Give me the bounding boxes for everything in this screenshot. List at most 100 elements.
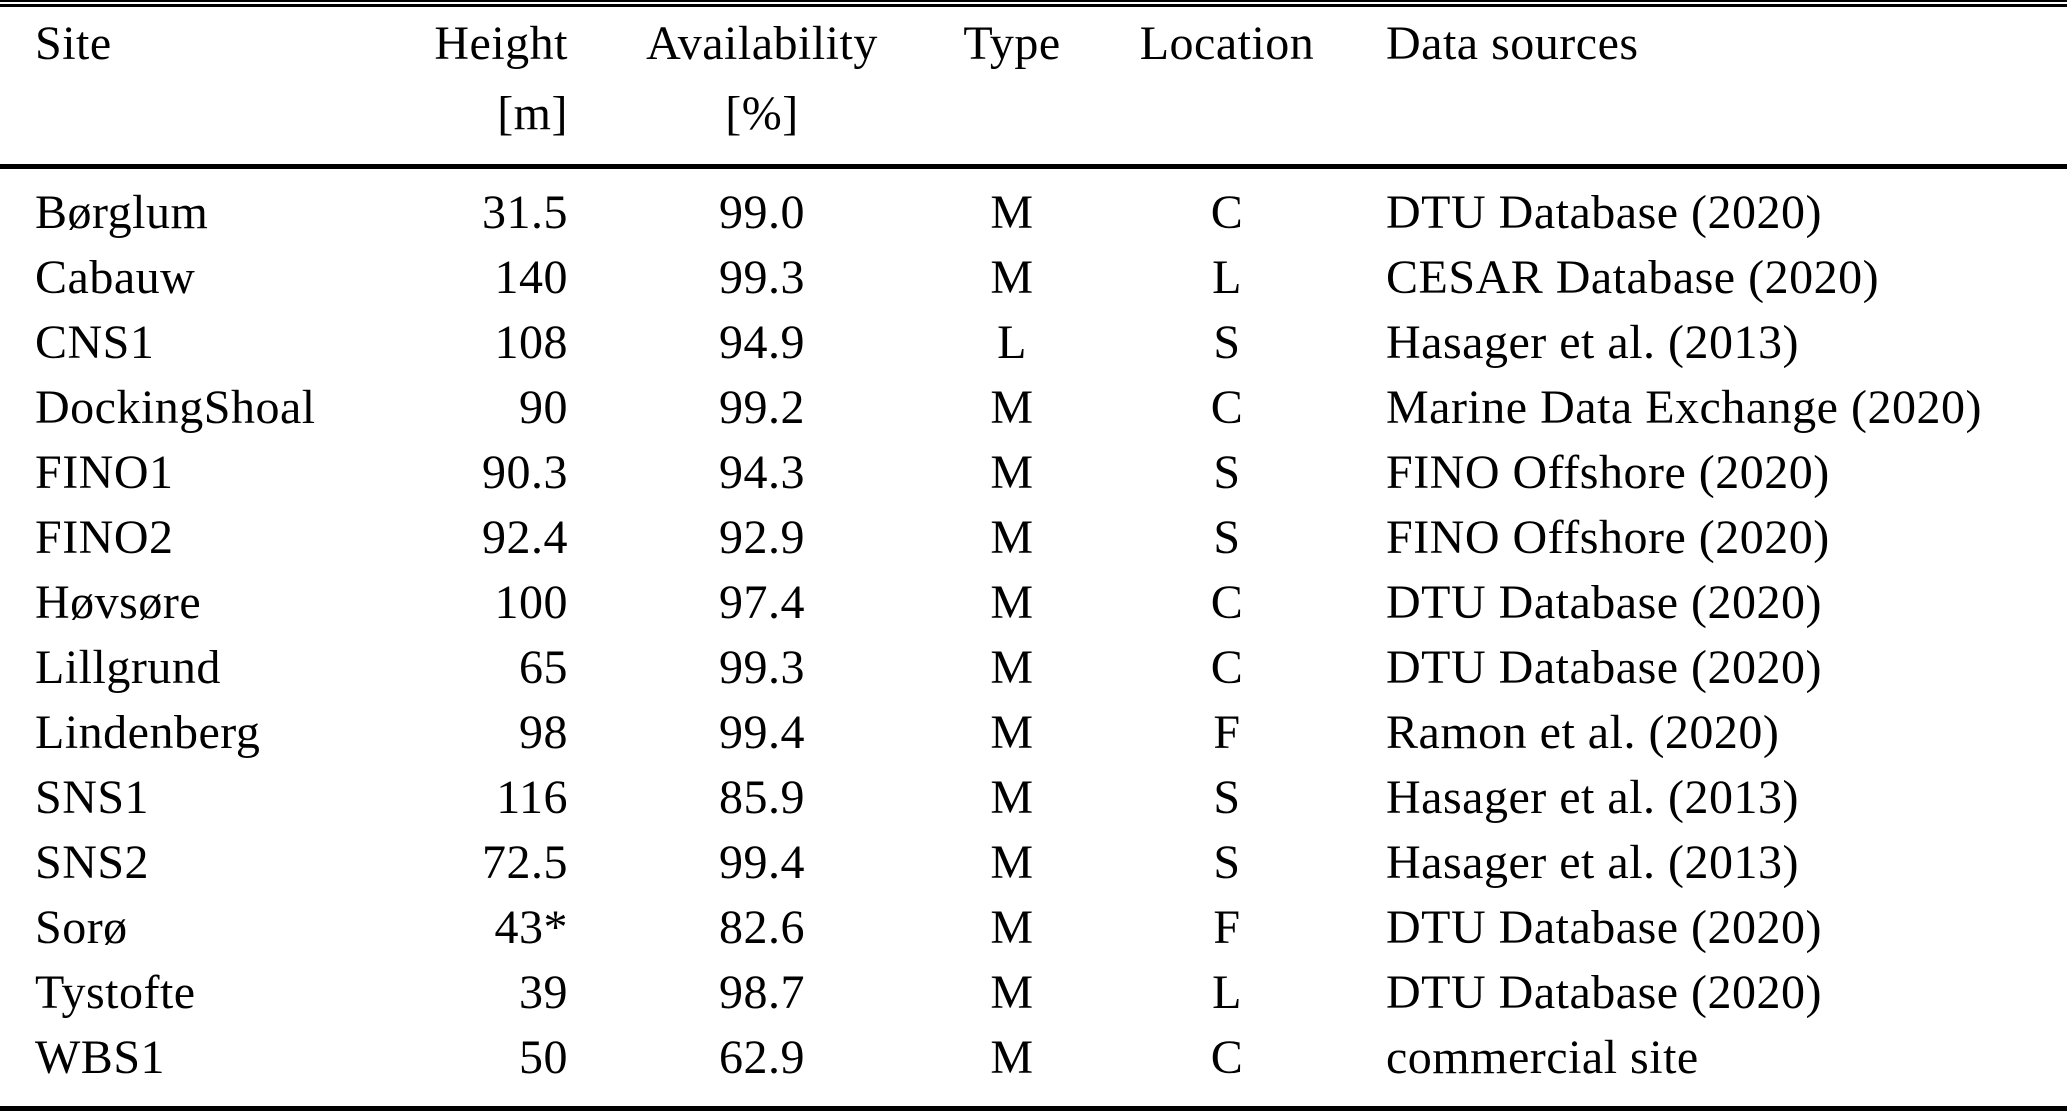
header-label-row: Site Height Availability Type Location D… <box>0 0 2067 70</box>
table-bottom-rule <box>0 1106 2067 1111</box>
cell-type: L <box>997 316 1027 369</box>
column-header-availability: Availability <box>646 17 878 70</box>
cell-type: M <box>990 966 1034 1019</box>
measurement-sites-table: Site Height Availability Type Location D… <box>0 0 2067 1090</box>
cell-height: 31.5 <box>482 186 568 239</box>
cell-type: M <box>990 771 1034 824</box>
cell-site: Høvsøre <box>35 576 202 629</box>
cell-availability: 85.9 <box>719 771 805 824</box>
cell-data-source: Ramon et al. (2020) <box>1386 706 1780 759</box>
cell-site: Tystofte <box>35 966 196 1019</box>
cell-site: Lillgrund <box>35 641 221 694</box>
table-row: Tystofte 39 98.7 M L DTU Database (2020) <box>0 960 2067 1025</box>
table-header: Site Height Availability Type Location D… <box>0 0 2067 140</box>
cell-data-source: FINO Offshore (2020) <box>1386 446 1830 499</box>
table-top-rule-inner <box>0 4 2067 7</box>
table-row: Lillgrund 65 99.3 M C DTU Database (2020) <box>0 635 2067 700</box>
cell-site: Børglum <box>35 186 209 239</box>
cell-site: FINO2 <box>35 511 174 564</box>
cell-type: M <box>990 511 1034 564</box>
column-header-location: Location <box>1139 17 1315 70</box>
table-row: SNS1 116 85.9 M S Hasager et al. (2013) <box>0 765 2067 830</box>
cell-data-source: DTU Database (2020) <box>1386 641 1823 694</box>
table-row: Børglum 31.5 99.0 M C DTU Database (2020) <box>0 140 2067 245</box>
cell-availability: 99.3 <box>719 251 805 304</box>
cell-availability: 99.3 <box>719 641 805 694</box>
cell-location: F <box>1213 901 1241 954</box>
column-unit-type <box>956 70 1068 140</box>
cell-height: 39 <box>519 966 568 1019</box>
cell-height: 72.5 <box>482 836 568 889</box>
cell-type: M <box>990 706 1034 759</box>
cell-type: M <box>990 186 1034 239</box>
cell-availability: 94.3 <box>719 446 805 499</box>
cell-type: M <box>990 836 1034 889</box>
cell-site: Lindenberg <box>35 706 261 759</box>
table-row: FINO1 90.3 94.3 M S FINO Offshore (2020) <box>0 440 2067 505</box>
cell-height: 100 <box>494 576 568 629</box>
table-row: Høvsøre 100 97.4 M C DTU Database (2020) <box>0 570 2067 635</box>
cell-height: 50 <box>519 1031 568 1084</box>
cell-availability: 92.9 <box>719 511 805 564</box>
column-unit-availability: [%] <box>725 87 799 140</box>
cell-availability: 94.9 <box>719 316 805 369</box>
cell-type: M <box>990 381 1034 434</box>
cell-availability: 99.0 <box>719 186 805 239</box>
table-header-rule <box>0 164 2067 169</box>
cell-data-source: Marine Data Exchange (2020) <box>1386 381 1982 434</box>
column-unit-data-sources <box>1386 70 2067 140</box>
cell-height: 98 <box>519 706 568 759</box>
cell-type: M <box>990 1031 1034 1084</box>
cell-site: Sorø <box>35 901 128 954</box>
cell-location: C <box>1210 576 1244 629</box>
cell-location: S <box>1213 771 1241 824</box>
cell-availability: 99.4 <box>719 706 805 759</box>
cell-location: S <box>1213 316 1241 369</box>
cell-site: DockingShoal <box>35 381 316 434</box>
cell-data-source: DTU Database (2020) <box>1386 901 1823 954</box>
cell-height: 90 <box>519 381 568 434</box>
table-row: Lindenberg 98 99.4 M F Ramon et al. (2020) <box>0 700 2067 765</box>
cell-location: S <box>1213 446 1241 499</box>
cell-location: F <box>1213 706 1241 759</box>
cell-availability: 62.9 <box>719 1031 805 1084</box>
cell-type: M <box>990 251 1034 304</box>
cell-height: 65 <box>519 641 568 694</box>
cell-height: 90.3 <box>482 446 568 499</box>
cell-location: L <box>1212 251 1242 304</box>
column-unit-location <box>1068 70 1386 140</box>
cell-availability: 97.4 <box>719 576 805 629</box>
cell-location: L <box>1212 966 1242 1019</box>
table-row: SNS2 72.5 99.4 M S Hasager et al. (2013) <box>0 830 2067 895</box>
table-row: CNS1 108 94.9 L S Hasager et al. (2013) <box>0 310 2067 375</box>
cell-location: C <box>1210 641 1244 694</box>
cell-type: M <box>990 576 1034 629</box>
cell-site: CNS1 <box>35 316 155 369</box>
table-top-rule-outer <box>0 0 2067 2</box>
column-header-data-sources: Data sources <box>1386 17 1639 70</box>
cell-availability: 82.6 <box>719 901 805 954</box>
cell-site: SNS1 <box>35 771 150 824</box>
cell-data-source: FINO Offshore (2020) <box>1386 511 1830 564</box>
cell-location: S <box>1213 836 1241 889</box>
cell-data-source: CESAR Database (2020) <box>1386 251 1880 304</box>
cell-type: M <box>990 641 1034 694</box>
column-unit-height: [m] <box>497 87 568 140</box>
cell-location: C <box>1210 381 1244 434</box>
cell-site: SNS2 <box>35 836 150 889</box>
cell-height: 140 <box>494 251 568 304</box>
cell-availability: 99.2 <box>719 381 805 434</box>
cell-type: M <box>990 446 1034 499</box>
table-body: Børglum 31.5 99.0 M C DTU Database (2020) Caba… <box>0 140 2067 1090</box>
cell-availability: 99.4 <box>719 836 805 889</box>
cell-height: 43* <box>494 901 568 954</box>
column-header-height: Height <box>434 17 568 70</box>
cell-site: Cabauw <box>35 251 196 304</box>
cell-height: 116 <box>496 771 568 824</box>
cell-height: 108 <box>494 316 568 369</box>
column-header-site: Site <box>35 17 112 70</box>
table-row: FINO2 92.4 92.9 M S FINO Offshore (2020) <box>0 505 2067 570</box>
column-header-type: Type <box>963 17 1061 70</box>
